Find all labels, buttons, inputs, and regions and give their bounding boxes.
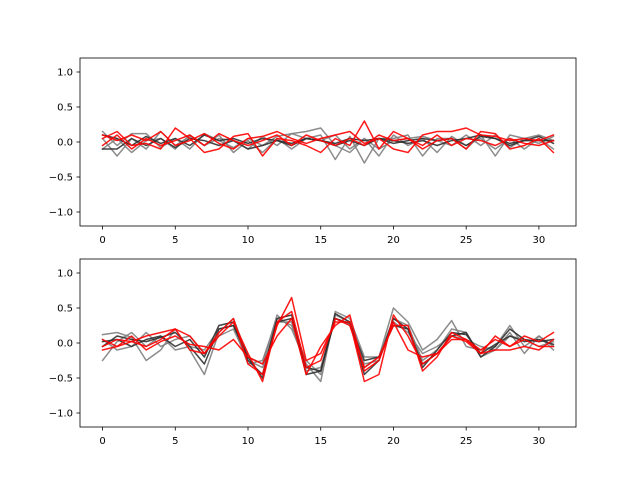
x-tick-label: 15 [314,436,327,447]
x-tick-label: 0 [99,436,105,447]
y-tick-label: 1.0 [57,269,73,280]
subplot-2: 0 5 10 15 20 25 30 −1.0 −0.5 0.0 0.5 1.0 [49,258,577,447]
series-line-7 [101,127,555,154]
x-tick-label: 30 [533,436,546,447]
x-tick-label: 10 [242,436,255,447]
x-tick-label: 5 [172,235,178,246]
x-tick-label: 30 [533,235,546,246]
series-line-7 [101,310,555,383]
x-tick-label: 20 [387,436,400,447]
y-tick-label: 0.5 [57,103,73,114]
subplots: 0 5 10 15 20 25 30 −1.0 −0.5 0.0 0.5 1.0 0 5 10 15 20 25 3… [49,57,577,447]
series-line-5 [101,317,555,379]
subplot-1: 0 5 10 15 20 25 30 −1.0 −0.5 0.0 0.5 1.0 [49,57,577,246]
y-tick-label: 0.5 [57,304,73,315]
x-tick-label: 0 [99,235,105,246]
y-tick-label: 0.0 [57,138,73,149]
x-tick-label: 10 [242,235,255,246]
series-line-8 [101,132,555,150]
y-tick-label: −0.5 [49,173,73,184]
y-tick-label: −1.0 [49,208,73,219]
series-lines [101,120,555,164]
x-tick-label: 15 [314,235,327,246]
series-line-8 [101,314,555,376]
y-tick-label: 0.0 [57,339,73,350]
y-tick-label: −0.5 [49,374,73,385]
x-tick-label: 20 [387,235,400,246]
x-tick-label: 25 [460,235,473,246]
y-tick-label: −1.0 [49,409,73,420]
x-tick-label: 5 [172,436,178,447]
y-tick-label: 1.0 [57,68,73,79]
series-lines [101,296,555,383]
x-tick-label: 25 [460,436,473,447]
